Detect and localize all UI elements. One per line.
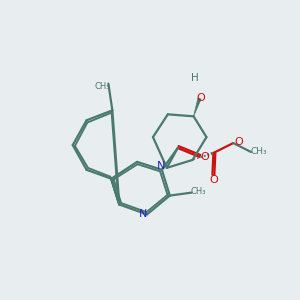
Text: O: O: [234, 136, 243, 147]
Text: CH₃: CH₃: [190, 187, 206, 196]
Text: N: N: [157, 161, 166, 171]
Polygon shape: [194, 98, 201, 116]
Text: H: H: [191, 73, 199, 83]
Text: CH₃: CH₃: [250, 148, 267, 157]
Text: CH₃: CH₃: [94, 82, 110, 91]
Text: O: O: [209, 175, 218, 185]
Text: O: O: [200, 152, 209, 162]
Text: N: N: [138, 209, 147, 219]
Text: O: O: [196, 93, 206, 103]
